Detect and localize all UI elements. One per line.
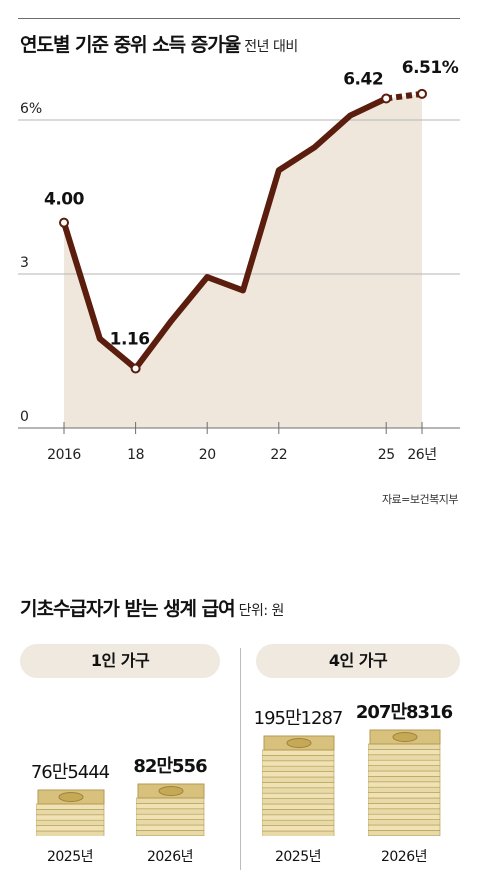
- bill-layer: [368, 803, 441, 810]
- benefit-year: 2026년: [146, 849, 194, 865]
- source-note: 자료=보건복지부: [381, 493, 459, 506]
- bill-layer: [136, 824, 205, 831]
- line-chart: 0 3 6% 2016 18 20 22 25 26년 4.00 1.16 6.42 6.51%: [18, 60, 460, 460]
- money-stack: [36, 789, 105, 836]
- bill-layer: [36, 808, 105, 815]
- bill-layer: [262, 819, 335, 826]
- top-rule: [18, 18, 460, 19]
- bill-layer: [368, 787, 441, 794]
- series-line: [61, 95, 390, 372]
- x-tick-label: 20: [199, 447, 216, 460]
- benefit-title: 기초수급자가 받는 생계 급여 단위: 원: [20, 594, 284, 621]
- bill-layer: [262, 797, 335, 804]
- money-stack: [262, 735, 335, 836]
- benefit-amount: 195만1287: [253, 707, 344, 729]
- benefit-year: 2025년: [274, 849, 322, 865]
- bill-layer: [368, 770, 441, 777]
- bill-layer: [262, 776, 335, 783]
- bill-layer: [262, 749, 335, 756]
- bill-layer: [368, 797, 441, 804]
- y-tick-label: 6%: [20, 101, 42, 117]
- bill-layer: [368, 792, 441, 799]
- bill-layer: [262, 765, 335, 772]
- data-label: 6.51%: [402, 60, 459, 78]
- y-tick-label: 3: [20, 255, 29, 271]
- bill-layer: [136, 830, 205, 836]
- bill-layer: [368, 743, 441, 750]
- data-point: [130, 363, 141, 374]
- bill-layer: [136, 797, 205, 804]
- bill-layer: [136, 819, 205, 826]
- bill-layer: [36, 819, 105, 826]
- data-label: 1.16: [110, 329, 150, 349]
- chart-subtitle: 전년 대비: [244, 39, 298, 55]
- bill-layer: [368, 765, 441, 772]
- bill-layer: [36, 824, 105, 831]
- bill-layer: [36, 814, 105, 821]
- bill-layer: [36, 803, 105, 810]
- bill-layer: [36, 830, 105, 836]
- bill-layer: [262, 754, 335, 761]
- benefit-amount: 76만5444: [30, 761, 110, 783]
- won-mark-icon: [158, 786, 184, 797]
- data-point: [381, 93, 392, 104]
- group-divider: [240, 648, 241, 870]
- bill-layer: [368, 830, 441, 836]
- bill-layer: [262, 803, 335, 810]
- x-tick-label: 2016: [47, 447, 81, 460]
- bill-layer: [136, 808, 205, 815]
- x-tick-label: 26년: [407, 447, 436, 460]
- x-tick-label: 18: [127, 447, 144, 460]
- money-stack: [368, 729, 441, 836]
- group-pill-1person: 1인 가구: [20, 644, 220, 678]
- y-tick-label: 0: [20, 409, 29, 425]
- data-point: [59, 217, 69, 228]
- bill-layer: [368, 776, 441, 783]
- won-mark-icon: [58, 791, 84, 802]
- bill-layer: [368, 754, 441, 761]
- bill-layer: [262, 760, 335, 767]
- won-mark-icon: [286, 737, 312, 748]
- bill-layer: [262, 808, 335, 815]
- bill-layer: [262, 830, 335, 836]
- bill-layer: [262, 781, 335, 788]
- bill-layer: [262, 824, 335, 831]
- chart-title: 연도별 기준 중위 소득 증가율 전년 대비: [20, 30, 298, 57]
- bill-layer: [368, 814, 441, 821]
- bill-layer: [262, 814, 335, 821]
- bill-layer: [262, 792, 335, 799]
- bill-layer: [262, 770, 335, 777]
- data-label: 6.42: [343, 69, 383, 89]
- bill-layer: [368, 824, 441, 831]
- chart-title-text: 연도별 기준 중위 소득 증가율: [20, 34, 241, 56]
- money-stack: [136, 783, 205, 836]
- benefit-title-text: 기초수급자가 받는 생계 급여: [20, 598, 236, 620]
- benefit-amount: 207만8316: [355, 702, 453, 724]
- benefit-amount: 82만556: [133, 756, 207, 778]
- bill-layer: [136, 803, 205, 810]
- x-tick-label: 25: [378, 447, 395, 460]
- benefit-year: 2025년: [46, 849, 94, 865]
- bill-layer: [262, 787, 335, 794]
- group-pill-4person: 4인 가구: [256, 644, 460, 678]
- won-mark-icon: [392, 732, 418, 743]
- area-fill: [64, 93, 422, 428]
- bill-layer: [368, 760, 441, 767]
- bill-layer: [368, 749, 441, 756]
- data-point: [417, 88, 427, 99]
- bill-layer: [136, 814, 205, 821]
- bill-layer: [368, 781, 441, 788]
- data-label: 4.00: [44, 190, 85, 210]
- benefit-year: 2026년: [380, 849, 428, 865]
- x-tick-label: 22: [270, 447, 287, 460]
- projection-line: [385, 90, 423, 102]
- benefit-unit: 단위: 원: [238, 603, 285, 619]
- bill-layer: [368, 808, 441, 815]
- bill-layer: [368, 819, 441, 826]
